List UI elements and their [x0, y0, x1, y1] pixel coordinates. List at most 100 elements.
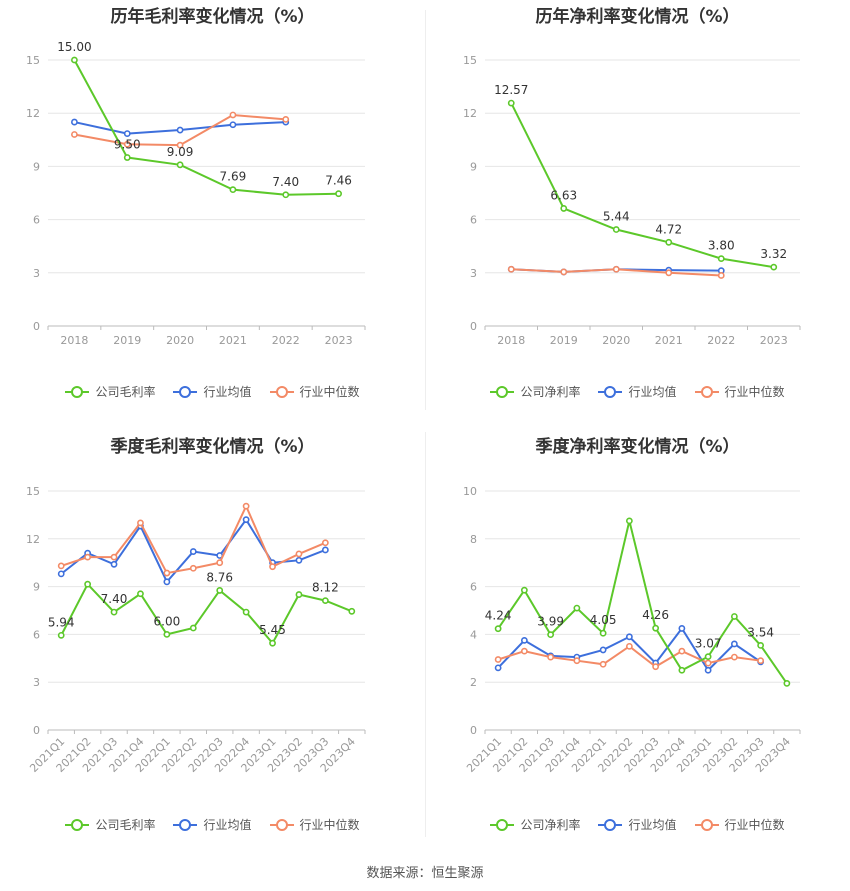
data-point-company [123, 154, 131, 161]
data-label: 9.50 [114, 138, 141, 152]
data-point-company [57, 631, 65, 639]
chart-legend: 公司毛利率 行业均值 行业中位数 [0, 816, 425, 833]
data-point-company [189, 624, 197, 632]
legend-label: 公司净利率 [520, 818, 581, 832]
data-point-company [652, 624, 660, 632]
data-point-industry-average [176, 126, 184, 134]
data-point-industry-median [612, 265, 620, 273]
data-point-industry-median [547, 653, 555, 661]
data-point-industry-average [229, 121, 237, 129]
legend-label: 行业中位数 [724, 385, 785, 399]
legend-item-industry-median[interactable]: 行业中位数 [694, 816, 785, 833]
data-label: 9.09 [167, 145, 194, 159]
legend-item-industry-median[interactable]: 行业中位数 [694, 383, 785, 400]
data-point-company [229, 186, 237, 194]
data-label: 12.57 [494, 83, 528, 97]
data-label: 3.54 [747, 625, 774, 639]
data-point-company [242, 608, 250, 616]
data-point-industry-median [560, 268, 568, 276]
data-label: 4.24 [485, 609, 512, 623]
data-point-industry-average [520, 636, 528, 644]
data-point-industry-median [507, 265, 515, 273]
line-chart-quarterly-gross-margin: 036912152021Q12021Q22021Q32021Q42022Q120… [26, 485, 366, 775]
y-tick-label: 15 [26, 54, 40, 67]
data-point-company [730, 613, 738, 620]
legend-marker-icon [490, 385, 515, 398]
data-point-industry-average [189, 548, 197, 555]
data-point-industry-average [57, 570, 65, 578]
line-chart-annual-gross-margin: 0 3 6 9 12 15 2018 2019 2020 2021 2022 2023 15.00 9.5… [26, 40, 366, 347]
data-point-company [547, 631, 555, 639]
y-tick-label: 12 [26, 107, 40, 120]
data-label: 4.05 [590, 613, 617, 627]
data-point-industry-median [717, 272, 725, 279]
legend-item-industry-median[interactable]: 行业中位数 [269, 816, 360, 833]
legend-item-company[interactable]: 公司净利率 [490, 383, 580, 400]
x-tick-label: 2018 [497, 334, 525, 347]
legend-item-industry-average[interactable]: 行业均值 [173, 816, 252, 833]
data-point-company [295, 591, 303, 598]
data-label: 3.80 [708, 239, 735, 253]
data-point-company [560, 205, 568, 212]
legend-marker-icon [598, 385, 623, 398]
legend-label: 行业均值 [203, 385, 252, 399]
legend-label: 行业中位数 [299, 818, 360, 832]
y-tick-label: 12 [463, 107, 477, 120]
data-point-company [269, 639, 276, 647]
legend-item-company[interactable]: 公司毛利率 [65, 383, 155, 400]
legend-label: 行业均值 [628, 818, 677, 832]
legend-marker-icon [65, 818, 90, 831]
y-tick-label: 8 [470, 533, 477, 546]
data-point-industry-median [137, 519, 144, 527]
y-tick-label: 3 [33, 267, 40, 280]
data-point-company [176, 161, 184, 169]
data-point-company [757, 641, 765, 649]
data-point-industry-median [57, 562, 65, 570]
legend-item-industry-average[interactable]: 行业均值 [173, 383, 252, 400]
x-tick-label: 2020 [166, 334, 194, 347]
y-tick-label: 9 [33, 160, 40, 173]
data-label: 7.46 [325, 174, 352, 188]
y-tick-label: 0 [33, 320, 40, 333]
legend-label: 公司毛利率 [95, 385, 156, 399]
x-tick-label: 2023 [760, 334, 788, 347]
y-tick-label: 3 [33, 676, 40, 689]
legend-item-industry-median[interactable]: 行业中位数 [269, 383, 360, 400]
data-point-company [704, 653, 712, 661]
data-label: 7.69 [220, 170, 247, 184]
data-point-industry-average [163, 578, 171, 586]
legend-marker-icon [490, 818, 515, 831]
data-source-note: 数据来源：恒生聚源 [366, 866, 484, 881]
legend-item-industry-average[interactable]: 行业均值 [598, 383, 677, 400]
y-tick-label: 0 [33, 724, 40, 737]
legend-item-company[interactable]: 公司净利率 [490, 816, 580, 833]
data-point-industry-median [84, 553, 92, 561]
data-point-industry-median [730, 653, 738, 661]
data-point-industry-median [625, 642, 633, 650]
data-point-company [216, 587, 224, 594]
y-tick-label: 15 [463, 54, 477, 67]
legend-item-company[interactable]: 公司毛利率 [65, 816, 155, 833]
data-point-company [335, 190, 342, 198]
legend-label: 行业中位数 [724, 818, 785, 832]
data-point-industry-average [123, 130, 131, 137]
series-line-company [60, 582, 353, 645]
y-tick-label: 0 [470, 724, 477, 737]
data-point-industry-average [242, 516, 250, 524]
series-line-company [510, 102, 774, 269]
data-point-industry-median [163, 569, 171, 577]
data-point-company [110, 608, 118, 616]
data-label: 8.76 [206, 570, 233, 584]
data-point-industry-median [216, 559, 224, 567]
data-point-industry-median [665, 269, 673, 277]
legend-label: 行业均值 [628, 385, 677, 399]
x-tick-label: 2021 [219, 334, 247, 347]
data-point-company [783, 679, 791, 687]
y-tick-label: 12 [26, 533, 40, 546]
legend-item-industry-average[interactable]: 行业均值 [598, 816, 677, 833]
data-point-company [717, 255, 725, 263]
chart-legend: 公司净利率 行业均值 行业中位数 [425, 383, 850, 400]
data-point-industry-median [678, 647, 686, 655]
x-tick-label: 2023 [325, 334, 353, 347]
data-point-industry-median [123, 140, 131, 148]
